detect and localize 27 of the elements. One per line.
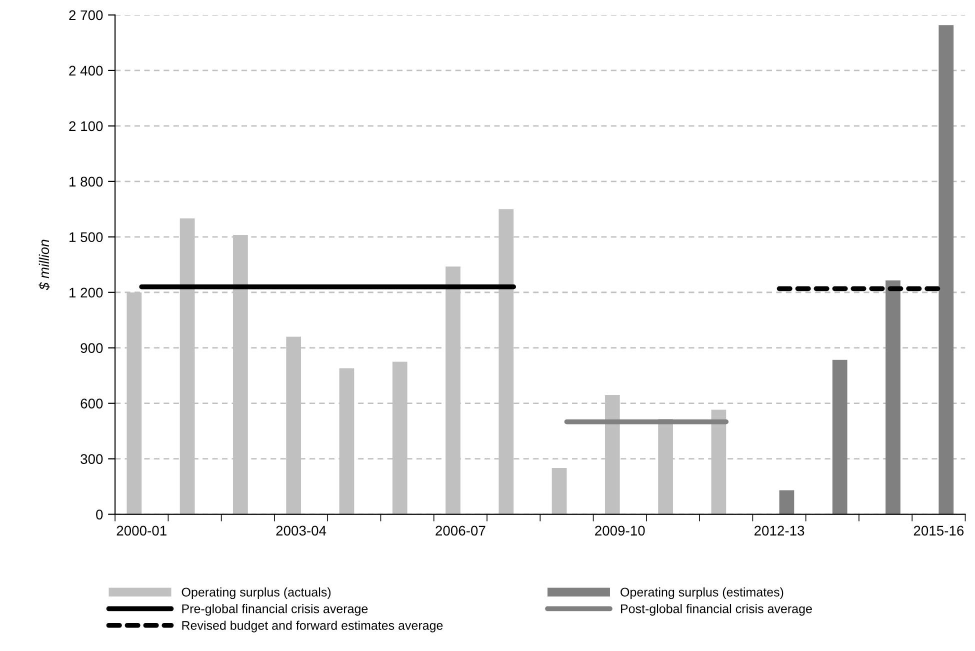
bar (832, 360, 848, 514)
y-tick-label: 900 (80, 343, 103, 354)
y-axis-title: $ million (38, 240, 50, 290)
y-tick-label: 2 100 (69, 121, 103, 132)
y-tick-label: 300 (80, 454, 103, 464)
y-tick-label: 1 800 (70, 176, 103, 187)
legend-label: Post-global financial crisis average (621, 604, 812, 616)
legend-label: Pre-global financial crisis average (182, 604, 368, 616)
x-tick-label: 2003-04 (276, 526, 326, 536)
y-tick-label: 1 500 (70, 232, 103, 242)
bar (886, 280, 900, 514)
y-tick-label: 0 (96, 510, 103, 520)
x-tick-label: 2000-01 (116, 526, 166, 536)
y-tick-label: 1 200 (70, 288, 103, 298)
bar (779, 490, 794, 514)
y-tick-label: 2 700 (69, 10, 103, 20)
legend-label: Operating surplus (actuals) (182, 587, 331, 600)
legend-label: Revised budget and forward estimates average (182, 620, 443, 632)
x-tick-label: 2006-07 (436, 526, 486, 536)
x-tick-label: 2012-13 (754, 526, 804, 536)
x-tick-label: 2009-10 (595, 526, 645, 536)
bar (938, 25, 954, 514)
y-tick-label: 600 (80, 398, 103, 408)
x-tick-label: 2015-16 (914, 526, 964, 536)
legend-label: Operating surplus (estimates) (620, 587, 784, 600)
y-tick-label: 2 400 (69, 66, 103, 76)
bar (552, 468, 567, 514)
